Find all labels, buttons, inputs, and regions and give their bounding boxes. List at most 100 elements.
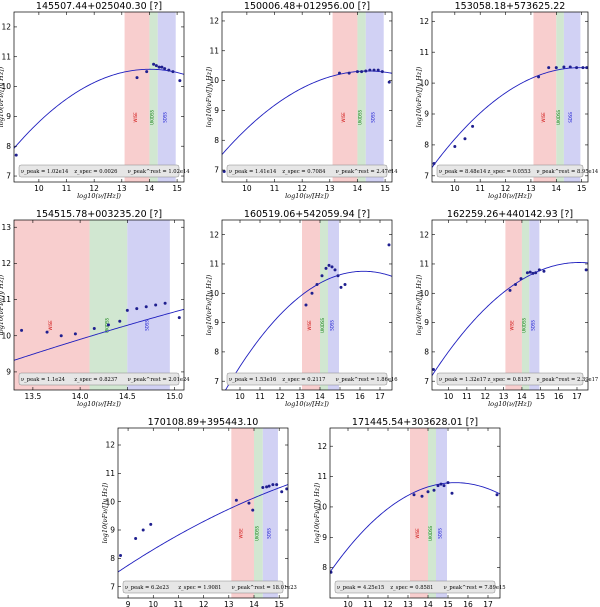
data-point — [585, 66, 588, 70]
x-axis-label: log10(ν/[Hz]) — [77, 400, 121, 408]
y-tick-label: 12 — [1, 23, 11, 32]
band-region — [124, 12, 150, 182]
data-point — [432, 161, 436, 165]
band-region — [149, 12, 158, 182]
data-point — [542, 269, 546, 273]
x-tick-label: 15 — [536, 392, 546, 401]
data-point — [154, 303, 158, 307]
sed-panel: 171445.54+303628.01 [?] WISE UKIDSS SDSS 10 1… — [313, 417, 506, 607]
x-tick-label: 12 — [275, 392, 285, 401]
x-tick-label: 15 — [380, 184, 390, 193]
data-point — [178, 79, 182, 83]
data-point — [92, 327, 96, 331]
fit-curve — [432, 67, 588, 168]
x-tick-label: 13 — [499, 392, 509, 401]
annotation-box — [18, 372, 180, 386]
x-tick-label: 12 — [199, 600, 209, 607]
annotation-nu-rest: ν_peak^rest = 18.01e23 — [232, 584, 297, 591]
y-tick-label: 12 — [209, 230, 219, 239]
data-point — [554, 66, 558, 70]
x-tick-label: 14 — [552, 184, 562, 193]
data-point — [275, 483, 279, 487]
data-point — [355, 70, 359, 74]
x-tick-label: 11 — [270, 184, 280, 193]
y-tick-label: 10 — [105, 497, 115, 506]
y-tick-label: 12 — [317, 442, 327, 451]
data-point — [471, 124, 475, 128]
x-tick-label: 13.5 — [25, 392, 42, 401]
data-point — [446, 481, 450, 485]
data-point — [280, 490, 284, 494]
sed-panel: 154515.78+003235.20 [?] WISE UKIDSS SDSS 13.… — [0, 209, 190, 408]
plot-frame — [431, 219, 589, 391]
data-point — [247, 501, 251, 505]
annotation-nu-rest: ν_peak^rest = 2.47e14 — [336, 168, 399, 175]
data-point — [495, 493, 499, 497]
data-point — [134, 537, 138, 540]
x-tick-label: 13 — [117, 184, 127, 193]
sed-panel: 145507.44+025040.30 [?] WISE UKIDSS SDSS 10 1… — [0, 1, 190, 200]
y-tick-label: 11 — [209, 46, 219, 55]
chart-title: 153058.18+573625.22 — [455, 1, 566, 12]
band-region — [320, 220, 328, 390]
chart-title: 162259.26+440142.93 [?] — [447, 209, 573, 220]
band-label: UKIDSS — [556, 109, 561, 124]
data-point — [347, 71, 351, 75]
y-tick-label: 11 — [1, 52, 11, 61]
y-tick-label: 9 — [424, 318, 429, 327]
y-tick-label: 12 — [1, 259, 11, 268]
x-tick-label: 12 — [480, 392, 490, 401]
band-region — [262, 428, 278, 598]
data-point — [436, 484, 440, 488]
x-tick-label: 10 — [242, 184, 252, 193]
y-tick-label: 8 — [322, 563, 327, 572]
annotation-z-spec: z_spec = 0.7084 — [282, 169, 326, 175]
data-point — [327, 263, 331, 267]
data-point — [167, 68, 171, 72]
x-tick-label: 11 — [62, 184, 72, 193]
band-region — [533, 12, 557, 182]
y-tick-label: 11 — [419, 48, 429, 57]
data-point — [119, 554, 123, 557]
band-label: SDSS — [330, 320, 335, 331]
chart-title: 145507.44+025040.30 [?] — [36, 1, 162, 12]
y-axis-label: log10(νFν/[Jy Hz]) — [101, 482, 109, 543]
y-tick-label: 11 — [105, 469, 115, 478]
band-region — [328, 220, 339, 390]
fit-curve — [118, 484, 288, 573]
annotation-box — [18, 164, 180, 178]
data-point — [387, 243, 391, 247]
data-point — [376, 68, 380, 72]
data-point — [261, 486, 265, 489]
x-tick-label: 13 — [224, 600, 234, 607]
x-tick-label: 14 — [145, 184, 155, 193]
band-region — [302, 220, 320, 390]
band-label: WISE — [239, 528, 244, 539]
y-axis-label: log10(νFν/[Jy Hz]) — [0, 66, 5, 127]
annotation-nu-rest: ν_peak^rest = 1.02e14 — [128, 168, 191, 175]
data-point — [59, 334, 63, 338]
y-tick-label: 11 — [209, 260, 219, 269]
annotation-z-spec: z_spec = 0.8237 — [74, 377, 117, 383]
x-tick-label: 10 — [444, 392, 454, 401]
data-point — [271, 483, 275, 487]
x-tick-label: 13 — [403, 600, 413, 607]
band-label: SDSS — [530, 320, 535, 331]
x-axis-label: log10(ν/[Hz]) — [77, 192, 121, 200]
y-tick-label: 9 — [424, 110, 429, 119]
y-axis-label: log10(νFν/[Jy Hz]) — [415, 66, 423, 127]
data-point — [412, 493, 416, 497]
data-point — [154, 64, 158, 68]
x-axis-label: log10(ν/[Hz]) — [285, 400, 329, 408]
band-region — [254, 428, 263, 598]
chart-title: 171445.54+303628.01 [?] — [352, 417, 478, 428]
annotation-box — [436, 164, 584, 178]
y-tick-label: 11 — [419, 260, 429, 269]
y-tick-label: 11 — [317, 472, 327, 481]
data-point — [528, 270, 532, 274]
annotation-z-spec: z_spec = 0.0026 — [74, 169, 117, 175]
data-point — [519, 277, 523, 281]
data-point — [177, 316, 181, 320]
x-tick-label: 10 — [450, 184, 460, 193]
data-point — [562, 65, 566, 69]
